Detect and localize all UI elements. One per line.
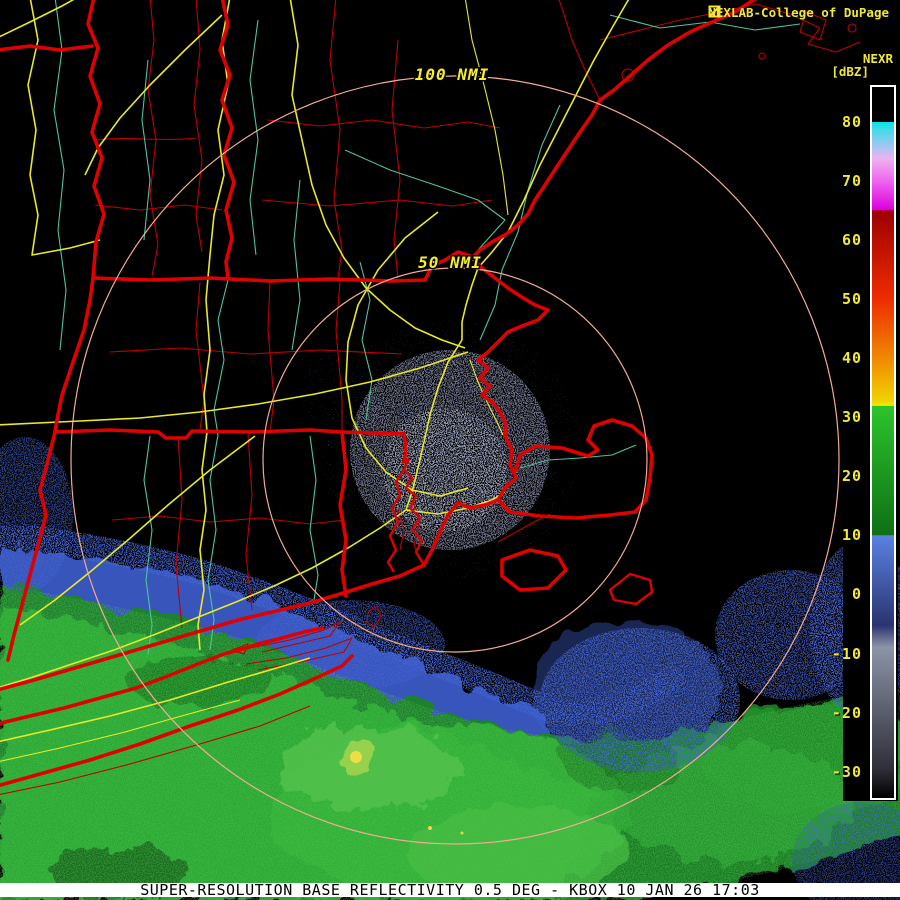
state-borders-layer [0, 0, 757, 788]
precip-echo-layer [0, 437, 900, 900]
echo-blue-spk-east-1 [540, 628, 740, 772]
border-ny-vt-ma [53, 0, 106, 434]
highway-i95-north [461, 0, 630, 340]
highway-topleft [0, 0, 75, 38]
highway-i93 [289, 0, 466, 349]
coastline-buzzards-bay [422, 498, 500, 567]
highway-i90 [0, 351, 469, 426]
border-ma-ct-ri [53, 428, 406, 440]
echo-blue-spk-corner [792, 802, 900, 900]
coastline-li-north [0, 626, 324, 726]
island-marthas-vineyard [500, 548, 568, 592]
highway-nh-rt16 [464, 0, 509, 216]
highway-i495 [345, 211, 469, 497]
echo-yellow-cell [342, 743, 464, 835]
island-nantucket [608, 572, 654, 606]
echo-blue-spk-left-edge [0, 437, 73, 593]
highways-layer [0, 0, 630, 762]
coastline-narragansett [386, 459, 426, 573]
range-ring-100nmi [70, 75, 840, 845]
ground-clutter [300, 320, 580, 580]
status-bar: SUPER-RESOLUTION BASE REFLECTIVITY 0.5 D… [0, 883, 900, 898]
coastline-maine-to-boston [470, 0, 757, 438]
border-ri-ma-east [402, 432, 410, 464]
highway-rt3 [469, 359, 504, 436]
highway-i91 [197, 0, 231, 651]
colorbar [870, 85, 896, 800]
range-ring-100nmi-label: 100 NMI [415, 65, 489, 84]
highway-i84 [19, 435, 256, 626]
border-topleft [0, 44, 94, 52]
coastline-li-south [0, 654, 354, 788]
highway-i95-south [0, 339, 463, 688]
range-ring-50nmi-label: 50 NMI [418, 253, 482, 272]
cod-logo-icon [708, 5, 721, 18]
border-ct-ny [6, 430, 57, 662]
range-ring-50nmi [262, 267, 648, 653]
islands-elizabeth [497, 513, 551, 543]
colorbar-gradient [872, 87, 894, 798]
attribution: NEXLAB-College of DuPage [708, 5, 889, 20]
colorbar-units-label: [dBZ] [831, 64, 869, 79]
colorbar-product-label: NEXR [862, 51, 893, 66]
border-ct-ri [338, 430, 348, 598]
border-vt-nh [218, 0, 236, 280]
attribution-text: NEXLAB-College of DuPage [708, 5, 889, 20]
highway-i89 [84, 14, 223, 176]
highway-ny [27, 0, 101, 256]
highway-li-1 [0, 657, 311, 743]
echo-green-texture [0, 585, 900, 900]
highway-li-2 [0, 699, 241, 762]
range-rings: 100 NMI 50 NMI [70, 64, 840, 845]
border-nh-ma [91, 250, 472, 283]
coastline-southern-ne [0, 563, 426, 692]
coastline-cape-cod [496, 418, 654, 520]
